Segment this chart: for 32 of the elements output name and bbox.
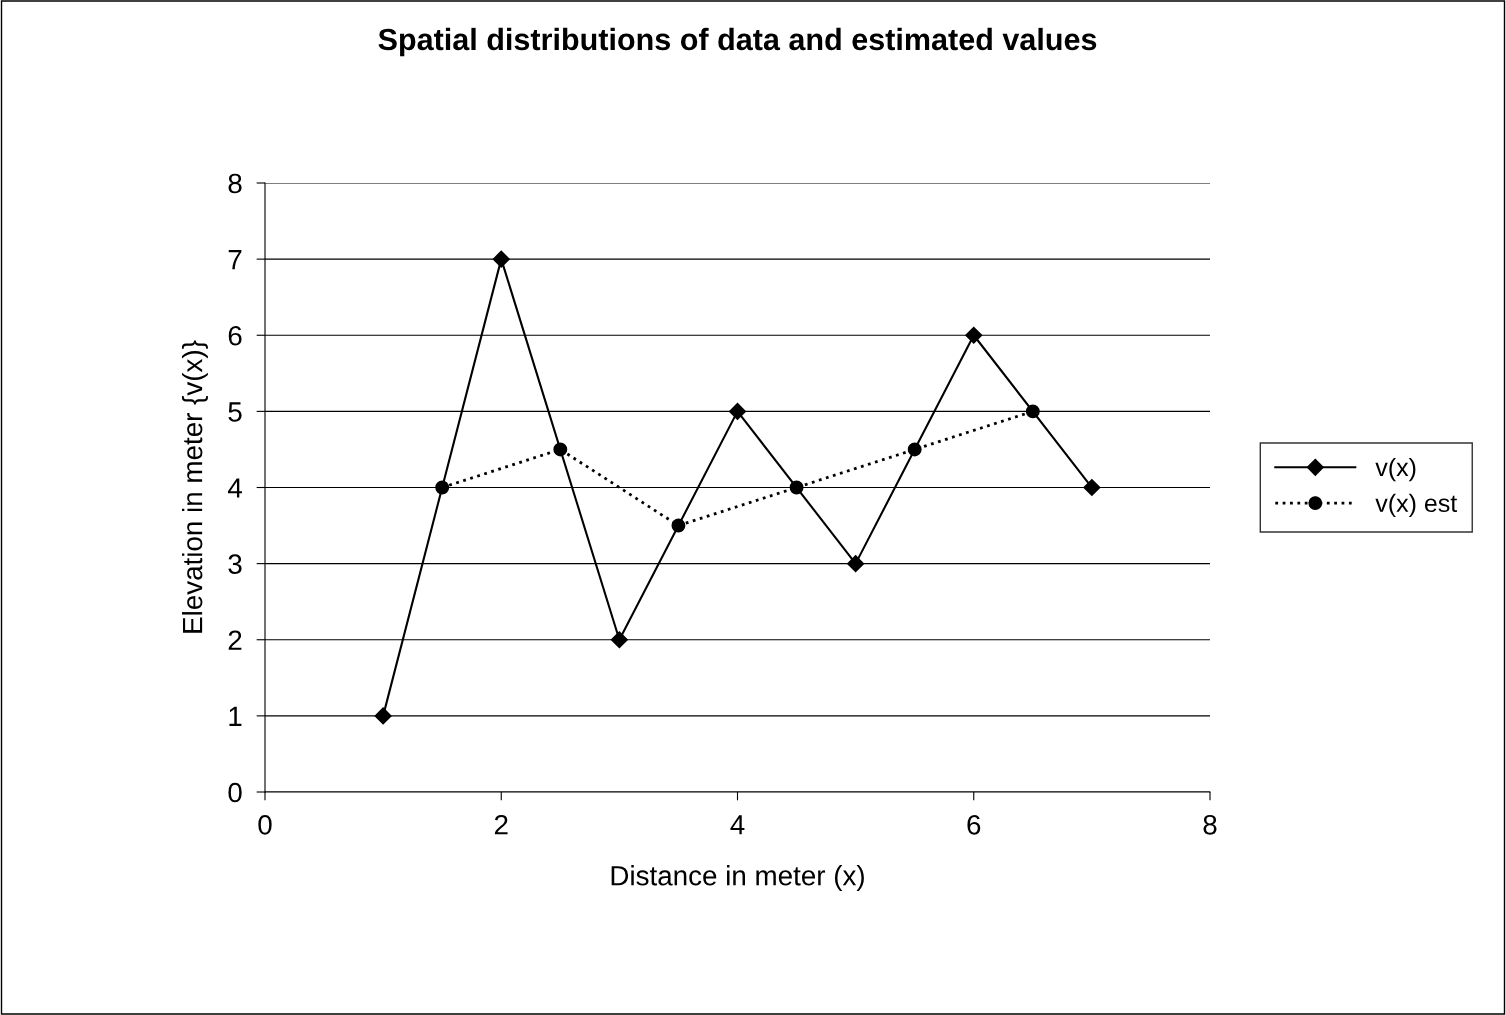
x-tick-label: 6 (967, 814, 981, 835)
legend-label: v(x) (1375, 457, 1416, 482)
y-tick-label: 6 (228, 325, 242, 346)
y-tick-label: 5 (228, 402, 242, 422)
point (1025, 404, 1040, 419)
chart-title: Spatial distributions of data and estimated values (378, 27, 1097, 57)
point (965, 326, 983, 344)
point (435, 480, 450, 495)
point (847, 555, 865, 573)
point (553, 442, 568, 457)
point (907, 442, 922, 457)
y-tick-label: 7 (228, 250, 242, 270)
y-tick-label: 3 (228, 554, 242, 574)
x-tick-label: 0 (258, 814, 272, 835)
y-tick-label: 0 (228, 782, 242, 803)
x-tick-label: 2 (494, 814, 508, 835)
y-tick-label: 1 (229, 706, 242, 726)
point (789, 480, 804, 495)
y-tick-label: 4 (227, 478, 242, 498)
y-tick-label: 2 (228, 630, 242, 650)
point (1083, 478, 1101, 497)
y-tick-label: 8 (228, 173, 242, 194)
point (374, 707, 392, 725)
point (728, 402, 747, 420)
x-tick-label: 8 (1203, 814, 1217, 835)
legend-label: v(x) est (1375, 493, 1458, 518)
point (610, 631, 628, 649)
point (671, 518, 686, 533)
x-tick-label: 4 (730, 815, 745, 835)
x-axis-title: Distance in meter (x) (611, 865, 864, 891)
point (492, 250, 510, 268)
y-axis-title: Elevation in meter {v(x)} (181, 340, 208, 633)
